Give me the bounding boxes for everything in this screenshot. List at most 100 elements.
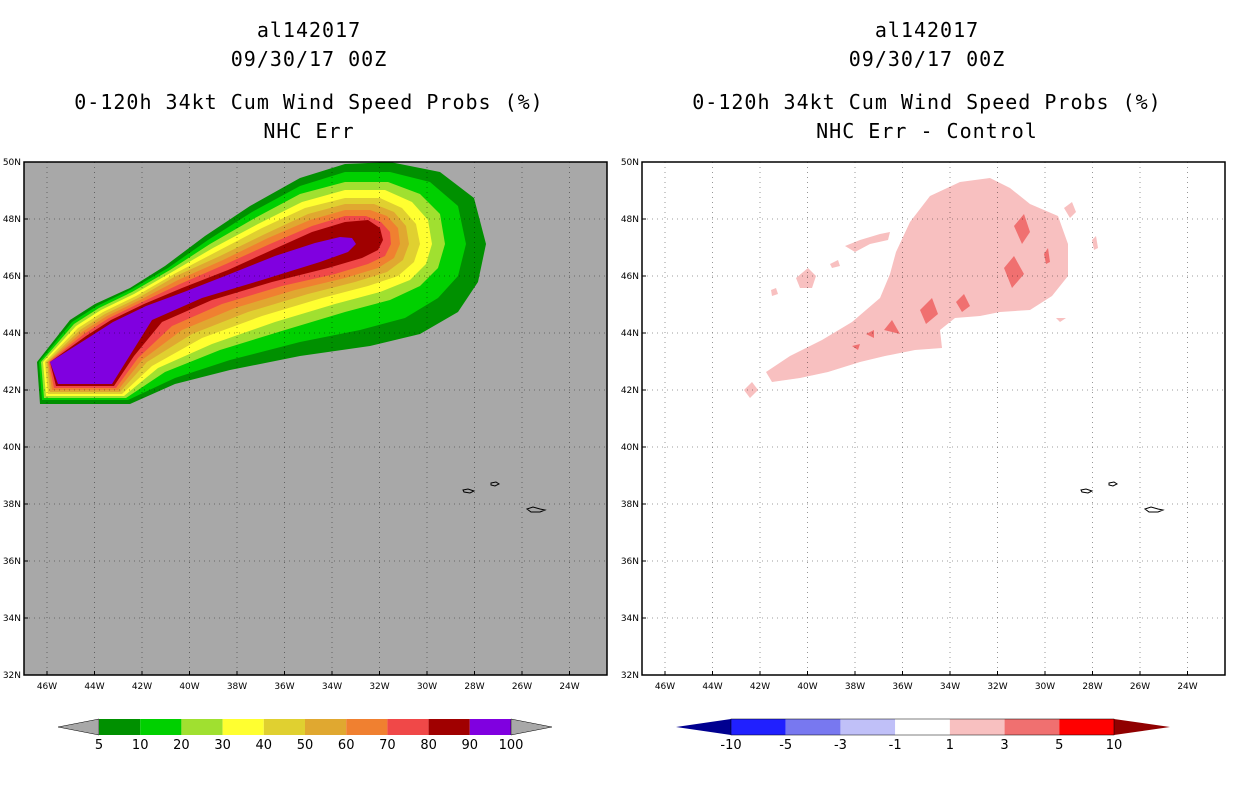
contour-pos-3 [956, 294, 970, 312]
azores-islands [462, 481, 547, 513]
colorbar-swatch [305, 719, 347, 735]
lat-label: 36N [3, 557, 21, 567]
contour-pos-1 [1092, 236, 1098, 250]
lat-label: 46N [3, 272, 21, 282]
colorbar-swatch [1059, 719, 1114, 735]
storm-id: al142017 [256, 18, 362, 42]
contour-pos-1 [766, 178, 1068, 382]
difference-field [744, 178, 1098, 398]
lon-label: 40W [179, 682, 199, 692]
lat-label: 50N [621, 158, 639, 168]
axis-labels: 50N 48N 46N 44N 42N 40N 38N 36N 34N 32N 46W 44W 42W 4… [621, 158, 1198, 692]
colorbar-swatch [1004, 719, 1060, 735]
colorbar-swatch [428, 719, 470, 735]
colorbar-label: 100 [499, 738, 524, 753]
colorbar-label: 5 [95, 738, 103, 753]
lat-label: 32N [621, 671, 639, 681]
lon-label: 36W [892, 682, 912, 692]
colorbar-label: -1 [889, 738, 902, 753]
lat-label: 36N [621, 557, 639, 567]
lon-label: 40W [797, 682, 817, 692]
colorbar-swatch [387, 719, 429, 735]
lon-label: 28W [464, 682, 484, 692]
lat-label: 34N [3, 614, 21, 624]
colorbar-label: 40 [256, 738, 273, 753]
contour-pos-3 [852, 344, 860, 350]
right-panel-title: al142017 09/30/17 00Z 0-120h 34kt Cum Wi… [618, 16, 1236, 146]
lon-label: 26W [512, 682, 532, 692]
colorbar-label: 1 [946, 738, 954, 753]
experiment-name: NHC Err [263, 119, 355, 143]
forecast-time: 09/30/17 00Z [848, 47, 1006, 71]
contour-pos-1 [771, 288, 778, 296]
colorbar-label: 60 [338, 738, 355, 753]
contour-pos-1 [1064, 202, 1076, 218]
contour-pos-1 [796, 268, 816, 288]
lon-label: 24W [559, 682, 579, 692]
colorbar-label: 90 [462, 738, 479, 753]
contour-pos-1 [845, 232, 890, 252]
colorbar-swatch [895, 719, 950, 735]
colorbar-label: 20 [173, 738, 190, 753]
lon-label: 32W [369, 682, 389, 692]
colorbar-label: 80 [420, 738, 437, 753]
colorbar-frame [730, 718, 1115, 736]
contour-pos-3 [1014, 214, 1030, 244]
lat-label: 38N [621, 500, 639, 510]
left-colorbar: 5 10 20 30 40 50 60 70 80 90 100 [57, 718, 553, 753]
colorbar-swatch [222, 719, 264, 735]
island-outline [1080, 488, 1094, 494]
lat-label: 42N [621, 386, 639, 396]
lat-label: 40N [3, 443, 21, 453]
map-frame [23, 161, 608, 676]
colorbar-swatch [731, 719, 786, 735]
colorbar-label: 30 [214, 738, 231, 753]
island-outline [1143, 506, 1165, 513]
lat-label: 44N [621, 329, 639, 339]
lon-label: 30W [1035, 682, 1055, 692]
lat-label: 32N [3, 671, 21, 681]
lat-label: 44N [3, 329, 21, 339]
probability-swath [37, 162, 486, 404]
colorbar-swatch [140, 719, 182, 735]
colorbar-label: 5 [1055, 738, 1063, 753]
lon-label: 30W [417, 682, 437, 692]
contour-pos-3 [884, 320, 900, 334]
colorbar-swatch [181, 719, 223, 735]
lon-label: 24W [1177, 682, 1197, 692]
map-frame [641, 161, 1226, 676]
colorbar-label: 50 [297, 738, 314, 753]
contour-90 [50, 237, 356, 384]
lat-label: 48N [3, 215, 21, 225]
lon-label: 34W [940, 682, 960, 692]
azores-islands [1080, 481, 1165, 513]
colorbar-label: -3 [834, 738, 847, 753]
lon-label: 38W [227, 682, 247, 692]
lon-label: 46W [655, 682, 675, 692]
right-colorbar: -10 -5 -3 -1 1 3 5 10 [676, 718, 1170, 753]
lon-label: 38W [845, 682, 865, 692]
forecast-time: 09/30/17 00Z [230, 47, 388, 71]
lon-label: 46W [37, 682, 57, 692]
left-map: 50N 48N 46N 44N 42N 40N 38N 36N 34N 32N 46W 44W 42W 4… [3, 158, 608, 692]
lat-label: 48N [621, 215, 639, 225]
colorbar-end-triangle [1114, 719, 1170, 735]
contour-pos-3 [1004, 256, 1024, 288]
product-name: 0-120h 34kt Cum Wind Speed Probs (%) [74, 90, 544, 114]
contour-pos-3 [866, 330, 874, 338]
island-outline [1108, 481, 1118, 487]
island-outline [462, 488, 476, 494]
colorbar-label: -10 [720, 738, 741, 753]
colorbar-swatch [469, 719, 511, 735]
lon-label: 28W [1082, 682, 1102, 692]
colorbar-swatch [346, 719, 388, 735]
lat-label: 34N [621, 614, 639, 624]
colorbar-swatch [263, 719, 305, 735]
colorbar-swatch [99, 719, 141, 735]
lon-label: 32W [987, 682, 1007, 692]
grid-lines [24, 162, 607, 675]
lat-label: 40N [621, 443, 639, 453]
colorbar-swatch [840, 719, 896, 735]
left-panel-title: al142017 09/30/17 00Z 0-120h 34kt Cum Wi… [0, 16, 618, 146]
lat-label: 42N [3, 386, 21, 396]
